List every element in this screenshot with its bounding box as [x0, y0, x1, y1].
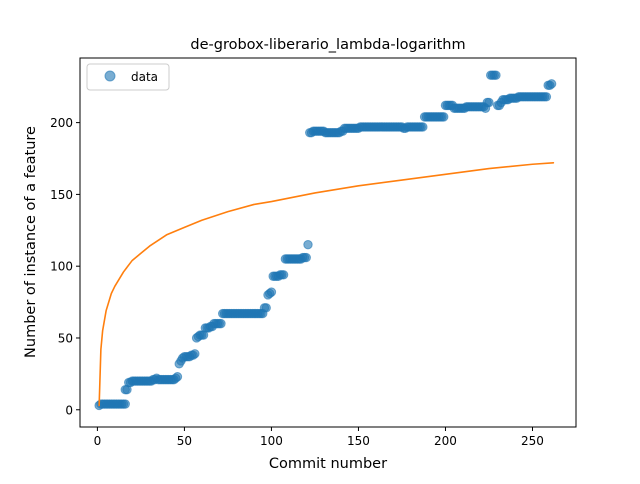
data-point-225	[484, 97, 494, 108]
y-tick-label-0: 0	[65, 403, 73, 417]
plot-area	[94, 70, 557, 411]
x-tick-label-100: 100	[260, 434, 283, 448]
data-point-71	[216, 318, 226, 329]
y-tick-label-100: 100	[50, 260, 73, 274]
data-point-97	[261, 303, 271, 313]
legend-box	[86, 63, 170, 91]
fit-line	[98, 162, 555, 407]
legend-label: data	[131, 70, 158, 84]
data-point-100	[266, 287, 277, 297]
x-tick-label-50: 50	[177, 434, 192, 448]
data-point-229	[491, 70, 501, 80]
axes-frame	[79, 57, 577, 428]
y-axis-label: Number of instance of a feature	[23, 126, 39, 358]
data-point-107	[278, 270, 289, 280]
x-axis-label: Commit number	[269, 456, 387, 472]
tick-layer: 0 50 100 150 200 250 0 50 100 150 200	[50, 116, 544, 448]
y-tick-label-150: 150	[50, 188, 73, 202]
chart-title: de-grobox-liberario_lambda-logarithm	[190, 37, 465, 53]
data-point-56	[190, 349, 200, 359]
x-tick-label-200: 200	[434, 434, 457, 448]
data-point-258	[541, 92, 552, 102]
data-point-15	[120, 399, 130, 409]
x-tick-label-250: 250	[521, 434, 544, 448]
series-data	[94, 70, 557, 411]
data-point-199	[439, 112, 449, 122]
data-point-120	[301, 252, 311, 263]
data-point-121	[303, 239, 313, 250]
y-tick-label-50: 50	[58, 331, 73, 345]
y-tick-label-200: 200	[50, 116, 73, 130]
x-tick-label-150: 150	[347, 434, 370, 448]
x-tick-label-0: 0	[94, 434, 102, 448]
legend-marker	[104, 70, 116, 82]
data-point-187	[418, 122, 428, 132]
data-point-261	[546, 79, 557, 89]
data-point-46	[172, 372, 183, 382]
legend: data	[86, 63, 170, 91]
